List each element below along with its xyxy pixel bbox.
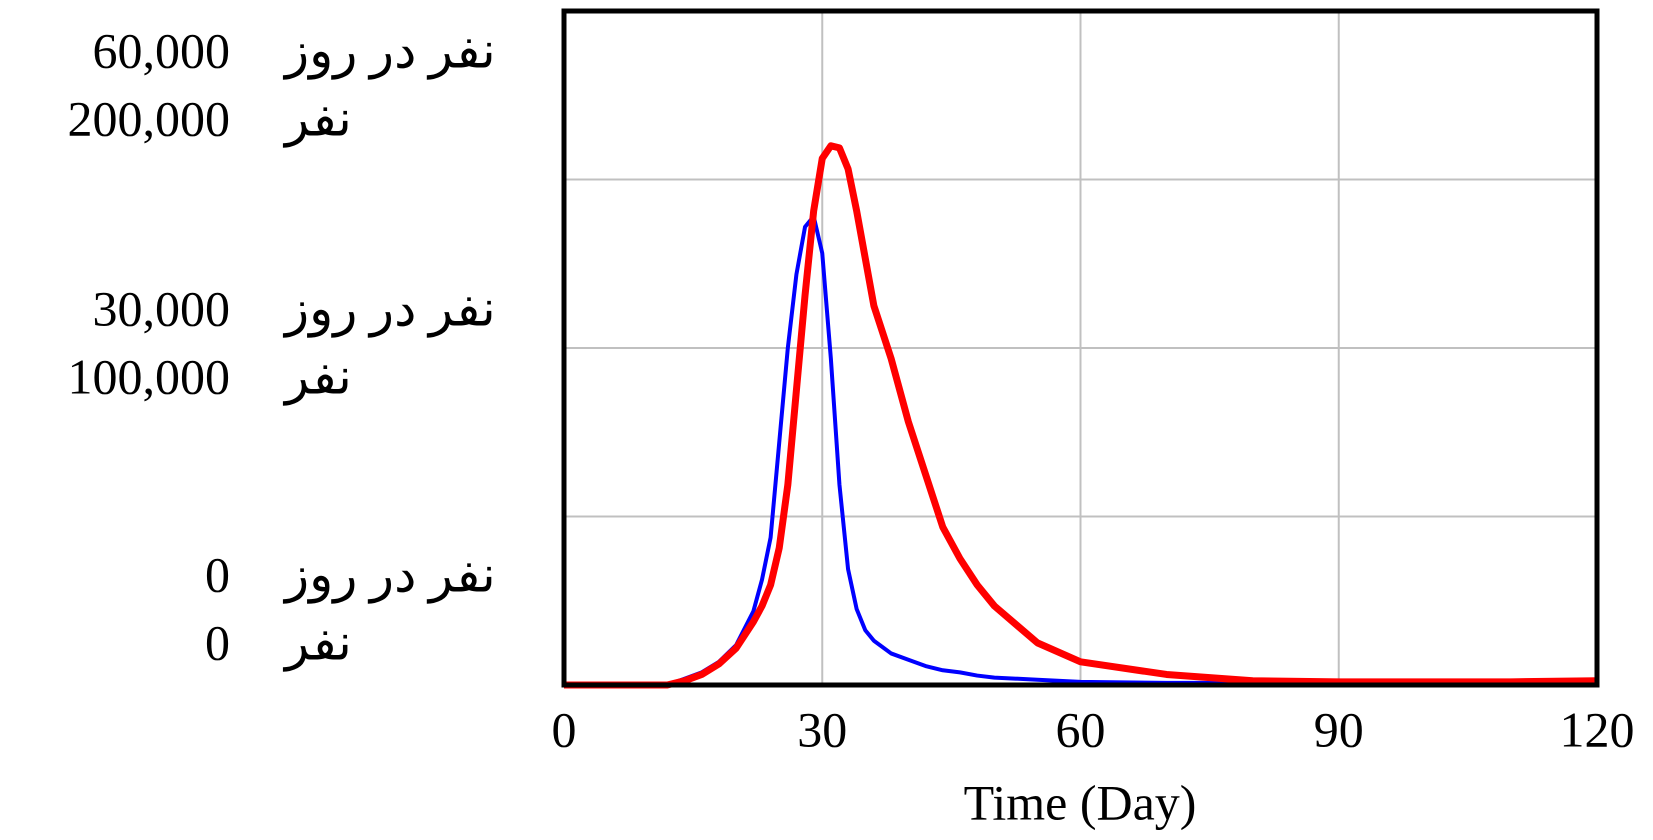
- x-tick-label: 90: [1314, 701, 1364, 757]
- x-axis-label: Time (Day): [964, 774, 1197, 830]
- x-tick-label: 60: [1056, 701, 1106, 757]
- plot-frame: [561, 8, 1600, 688]
- x-tick-label: 120: [1560, 701, 1635, 757]
- y2-tick-label: 100,000: [68, 348, 231, 404]
- series-line: [564, 142, 1598, 689]
- y2-axis-unit: نفر: [282, 90, 352, 148]
- x-tick-label: 30: [797, 701, 847, 757]
- x-tick-label: 0: [552, 701, 577, 757]
- y2-axis-unit: نفر: [282, 614, 352, 672]
- y-axis-unit: نفر در روز: [282, 280, 496, 338]
- y-tick-label: 30,000: [93, 280, 231, 336]
- y2-tick-label: 200,000: [68, 90, 231, 146]
- y-tick-label: 60,000: [93, 22, 231, 78]
- y-tick-label: 0: [205, 546, 230, 602]
- y-axis-unit: نفر در روز: [282, 546, 496, 604]
- y2-axis-unit: نفر: [282, 348, 352, 406]
- y2-tick-label: 0: [205, 614, 230, 670]
- y-axis-unit: نفر در روز: [282, 22, 496, 80]
